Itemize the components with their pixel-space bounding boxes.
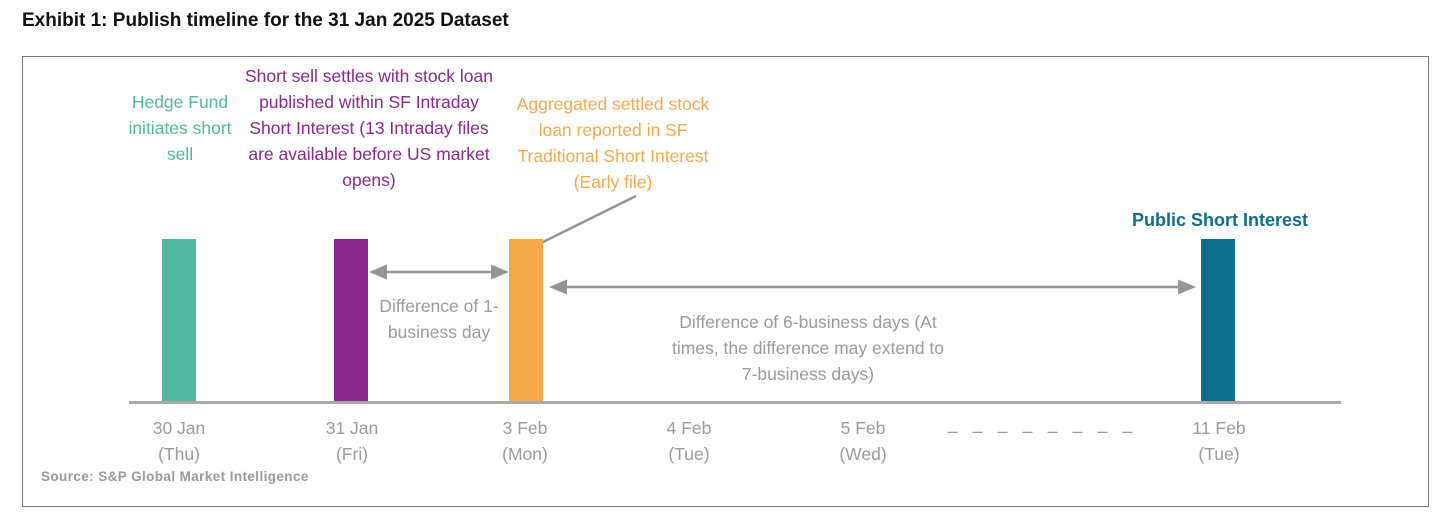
tick-date: 3 Feb: [502, 418, 548, 438]
diff-1-note: Difference of 1-business day: [379, 296, 499, 342]
tick-day: (Thu): [158, 444, 200, 464]
tick-date: 31 Jan: [325, 418, 379, 438]
tick-date: 30 Jan: [152, 418, 206, 438]
event-bar-3-feb: [509, 239, 543, 403]
diff-1-arrowhead-left: [369, 264, 387, 280]
exhibit-title: Exhibit 1: Publish timeline for the 31 J…: [22, 10, 509, 31]
axis-tick-4-feb: 4 Feb (Tue): [629, 415, 749, 467]
event-bar-31-jan: [334, 239, 368, 403]
diff-2-arrowhead-right: [1178, 279, 1196, 295]
tick-day: (Tue): [668, 444, 710, 464]
axis-tick-31-jan: 31 Jan (Fri): [292, 415, 412, 467]
event-label-intraday-short-interest: Short sell settles with stock loan publi…: [244, 66, 494, 190]
axis-tick-11-feb: 11 Feb (Tue): [1159, 415, 1279, 467]
timeline-axis: [129, 401, 1341, 404]
tick-day: (Tue): [1198, 444, 1240, 464]
event-label-traditional-short-interest: Aggregated settled stock loan reported i…: [516, 94, 710, 192]
tick-day: (Fri): [335, 444, 369, 464]
tick-day: (Mon): [502, 444, 548, 464]
event-bar-30-jan: [162, 239, 196, 403]
chart-frame: Hedge Fund initiates short sell Short se…: [22, 56, 1429, 507]
diff-2-note: Difference of 6-business days (At times,…: [671, 312, 945, 384]
axis-tick-3-feb: 3 Feb (Mon): [465, 415, 585, 467]
axis-break-dashes: – – – – – – – –: [947, 421, 1135, 441]
tick-date: 4 Feb: [666, 418, 712, 438]
event-label-public-short-interest: Public Short Interest: [1131, 210, 1309, 230]
diff-2-arrowhead-left: [549, 279, 567, 295]
event-label-hedge-fund: Hedge Fund initiates short sell: [128, 92, 232, 164]
tick-day: (Wed): [839, 444, 887, 464]
tick-date: 5 Feb: [840, 418, 886, 438]
tick-date: 11 Feb: [1192, 418, 1246, 438]
diff-1-arrowhead-right: [491, 264, 509, 280]
label-leader-line: [540, 194, 637, 245]
axis-tick-30-jan: 30 Jan (Thu): [119, 415, 239, 467]
axis-tick-5-feb: 5 Feb (Wed): [803, 415, 923, 467]
source-note: Source: S&P Global Market Intelligence: [41, 469, 309, 484]
event-bar-11-feb: [1201, 239, 1235, 403]
